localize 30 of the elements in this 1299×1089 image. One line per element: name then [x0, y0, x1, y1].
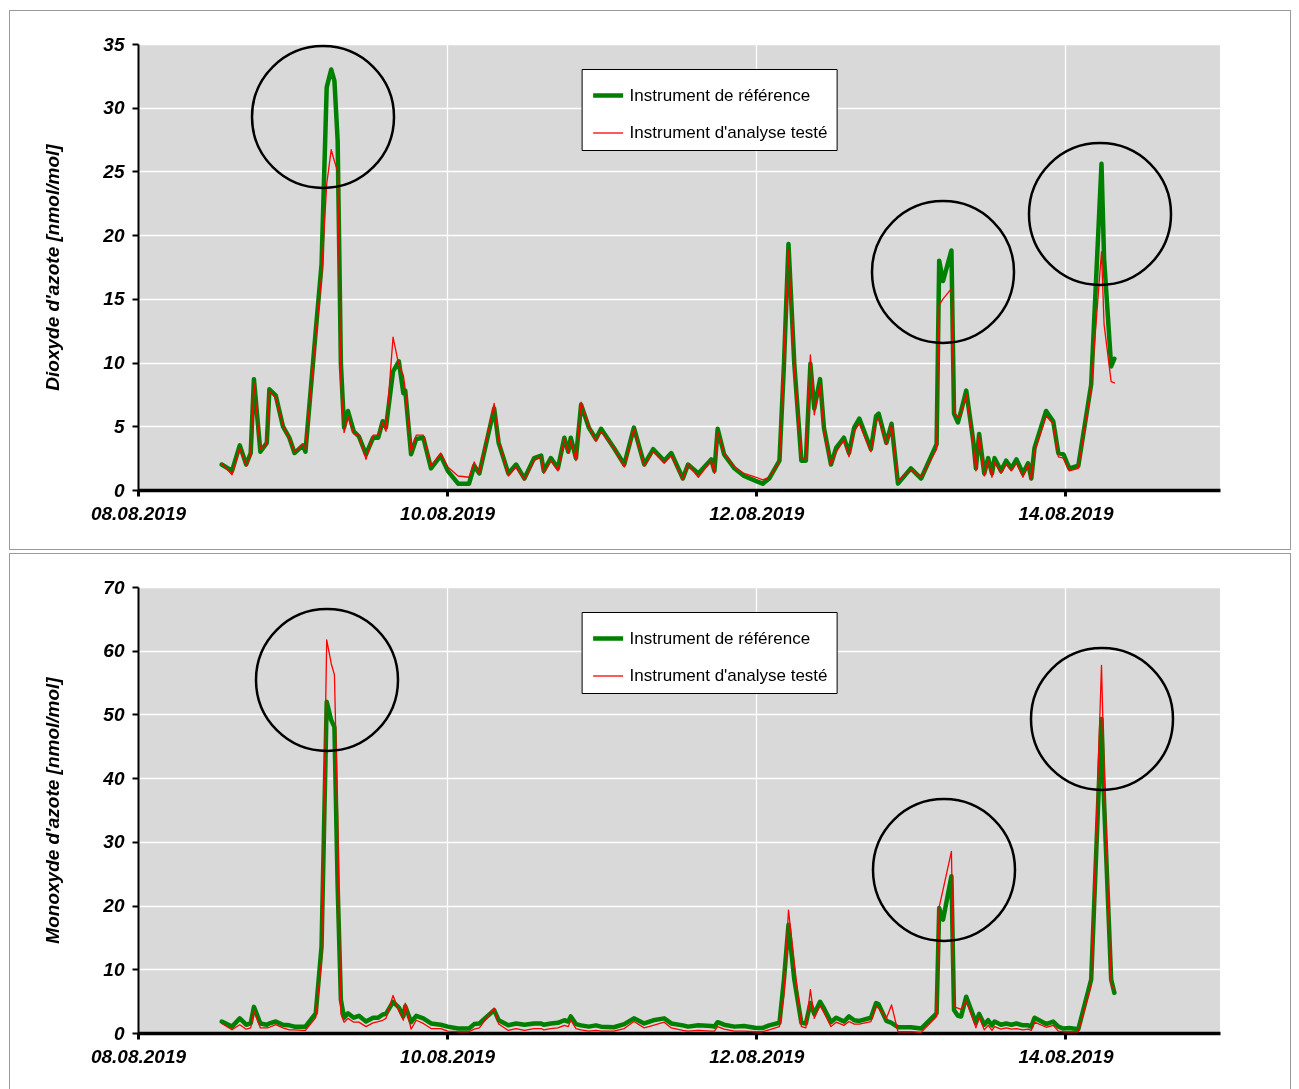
y-tick-label: 70 [103, 576, 125, 598]
legend-label: Instrument d'analyse testé [629, 123, 828, 142]
y-tick-label: 40 [102, 767, 125, 789]
y-tick-label: 15 [103, 288, 125, 310]
legend-label: Instrument de référence [629, 85, 811, 105]
y-tick-label: 20 [102, 224, 125, 246]
x-tick-label: 10.08.2019 [400, 502, 496, 524]
y-tick-label: 60 [103, 640, 125, 662]
x-tick-label: 14.08.2019 [1018, 1045, 1114, 1067]
x-tick-label: 12.08.2019 [709, 502, 805, 524]
y-tick-label: 25 [102, 160, 125, 182]
y-tick-label: 10 [103, 352, 125, 374]
y-tick-label: 35 [103, 33, 125, 55]
y-axis-title: Dioxyde d'azote [nmol/mol] [42, 143, 64, 391]
x-tick-label: 12.08.2019 [709, 1045, 805, 1067]
y-tick-label: 0 [113, 479, 125, 501]
legend-label: Instrument de référence [629, 628, 811, 648]
x-tick-label: 08.08.2019 [90, 502, 187, 524]
legend-label: Instrument d'analyse testé [629, 666, 828, 685]
y-tick-label: 50 [103, 703, 125, 725]
x-tick-label: 08.08.2019 [90, 1045, 187, 1067]
y-tick-label: 30 [103, 97, 125, 119]
y-tick-label: 30 [103, 831, 125, 853]
y-tick-label: 20 [102, 895, 125, 917]
y-axis-title: Monoxyde d'azote [nmol/mol] [42, 676, 64, 944]
x-tick-label: 10.08.2019 [400, 1045, 496, 1067]
y-tick-label: 5 [113, 415, 125, 437]
x-tick-label: 14.08.2019 [1018, 502, 1114, 524]
y-tick-label: 10 [103, 958, 125, 980]
y-tick-label: 0 [113, 1022, 125, 1044]
